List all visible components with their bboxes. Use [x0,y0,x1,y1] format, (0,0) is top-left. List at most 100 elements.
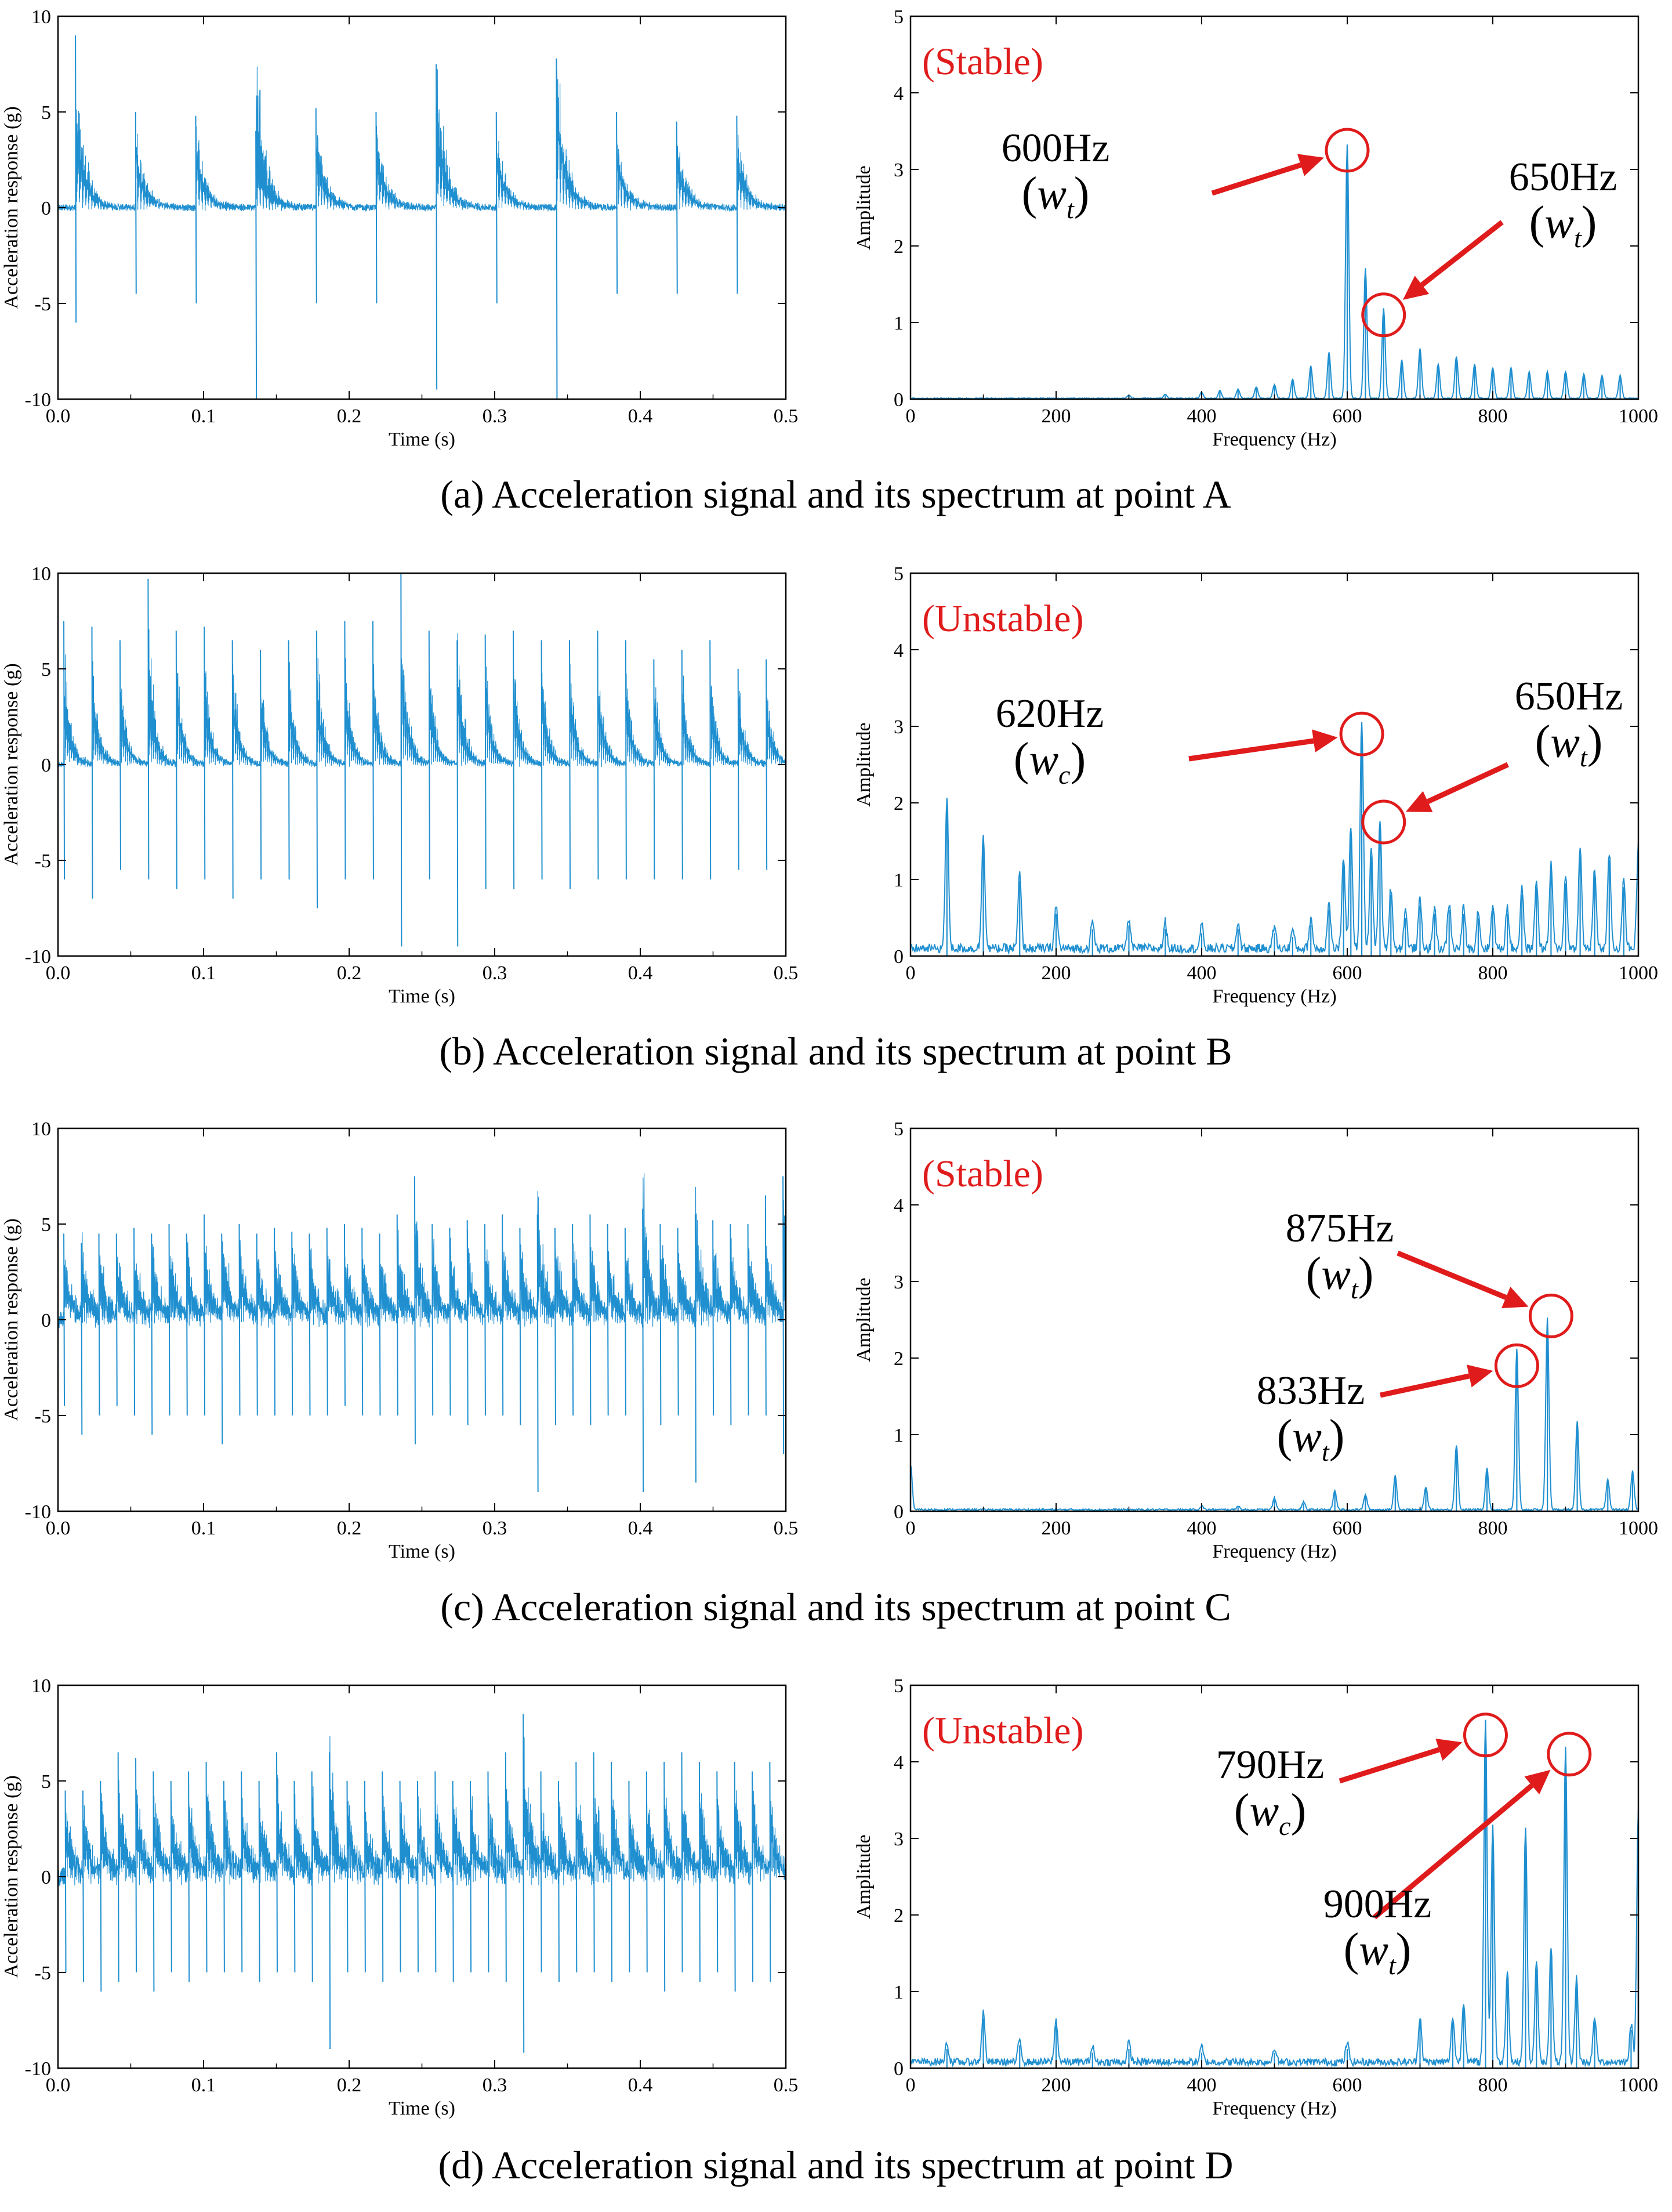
peak-highlight-circle [1361,799,1406,845]
impulse-spike [205,1761,208,1973]
impulse-spike [616,111,618,294]
y-tick-label: 10 [31,6,51,28]
y-axis-label: Amplitude [853,165,875,249]
peak-highlight-circle [1494,1343,1539,1388]
y-tick-label: 1 [894,1982,904,2003]
x-axis-label: Frequency (Hz) [1212,2098,1336,2119]
y-tick-label: -10 [25,946,51,968]
impulse-spike [100,1780,102,1992]
y-tick-label: 4 [894,1752,904,1773]
impulse-spike [730,1223,732,1425]
peak-highlight-circle [1463,1713,1508,1758]
peak-highlight-circle [1528,1293,1573,1338]
y-tick-label: 1 [894,313,904,334]
x-tick-label: 0.2 [337,1518,362,1539]
y-tick-label: 3 [894,1272,904,1293]
x-tick-label: 0.5 [774,962,799,984]
x-tick-label: 400 [1187,1518,1217,1539]
stability-status: (Stable) [922,1153,1043,1195]
signal-trace [57,614,786,768]
y-tick-label: 4 [894,1195,904,1217]
impulse-spike [241,1771,243,1973]
impulse-spike [484,634,487,889]
x-tick-label: 600 [1333,2075,1362,2096]
x-tick-label: 0.3 [483,962,507,984]
annotation-frequency: 900Hz [1323,1882,1432,1927]
x-tick-label: 0.3 [483,2075,507,2096]
x-axis-label: Frequency (Hz) [1212,986,1336,1007]
y-axis-label: Acceleration response (g) [1,106,22,309]
y-tick-label: 0 [41,1310,51,1331]
impulse-spike [98,1233,100,1416]
annotation-frequency: 620Hz [996,692,1104,736]
impulse-spike [382,1771,384,1982]
y-tick-label: 3 [894,716,904,738]
impulse-spike [470,1780,472,1973]
x-tick-label: 400 [1187,962,1217,984]
annotation-arrow-head [1524,1769,1551,1795]
impulse-spike [663,1761,666,1992]
x-tick-label: 800 [1478,1518,1508,1539]
annotation-arrow-shaft [1427,762,1509,804]
spectrum-chart-c: 0 200 400 600 800 1000 0 1 2 3 4 5 Frequency (Hz) Amp… [853,1118,1658,1562]
y-tick-label: 1 [894,1425,904,1446]
x-axis-label: Frequency (Hz) [1212,1541,1336,1562]
y-tick-label: 2 [894,1348,904,1370]
y-tick-label: 2 [894,236,904,258]
x-tick-label: 0 [906,2075,916,2096]
caption-b: (b) Acceleration signal and its spectrum… [439,1029,1232,1073]
annotation-arrow-shaft [1397,1250,1507,1300]
peak-highlight-circle [1325,128,1370,173]
impulse-spike [396,1214,398,1416]
x-tick-label: 0.5 [774,2075,799,2096]
signal-trace [57,66,786,212]
y-tick-label: 0 [894,2058,904,2080]
annotation-arrow-head [1405,791,1433,812]
x-tick-label: 200 [1042,406,1071,427]
y-axis-label: Acceleration response (g) [1,1218,22,1421]
x-tick-label: 200 [1042,962,1071,984]
x-tick-label: 400 [1187,2075,1217,2096]
impulse-spike [431,1223,434,1416]
x-tick-label: 1000 [1619,1518,1658,1539]
annotation-arrow-shaft [1380,1373,1470,1398]
x-tick-label: 0.4 [628,1518,653,1539]
y-tick-label: 0 [894,1501,904,1523]
annotation-symbol: (wt) [1344,1924,1412,1980]
x-tick-label: 800 [1478,2075,1508,2096]
x-tick-label: 0.4 [628,406,653,427]
impulse-spike [151,1233,153,1435]
impulse-spike [502,1214,504,1416]
x-tick-label: 0.2 [337,962,362,984]
impulse-spike [659,1223,662,1425]
impulse-spike [238,1223,241,1416]
y-tick-label: 10 [31,1118,51,1140]
annotation-symbol: (wt) [1535,716,1603,772]
impulse-spike [677,1228,679,1416]
y-tick-label: 5 [894,563,904,585]
y-tick-label: -5 [35,1406,51,1427]
y-tick-label: 4 [894,83,904,104]
impulse-spike [293,1780,296,1973]
impulse-spike [434,1771,437,1973]
annotation-arrow-shaft [1211,162,1302,196]
impulse-spike [168,1223,171,1416]
annotation-frequency: 790Hz [1216,1743,1325,1787]
impulse-spike [449,1228,451,1416]
x-tick-label: 0.1 [191,2075,216,2096]
impulse-spike [75,35,77,323]
impulse-spike [557,1780,560,1982]
impulse-spike [495,111,498,304]
impulse-spike [766,659,768,870]
annotation-frequency: 875Hz [1286,1206,1394,1251]
x-tick-label: 0.1 [191,1518,216,1539]
annotation-arrow-shaft [1188,738,1314,762]
x-tick-label: 0 [906,1518,916,1539]
impulse-spike [694,1214,697,1483]
y-tick-label: -10 [25,2058,51,2080]
impulse-spike [399,1780,401,1973]
impulse-spike [556,58,558,400]
x-tick-label: 400 [1187,406,1217,427]
impulse-spike [379,1233,381,1416]
